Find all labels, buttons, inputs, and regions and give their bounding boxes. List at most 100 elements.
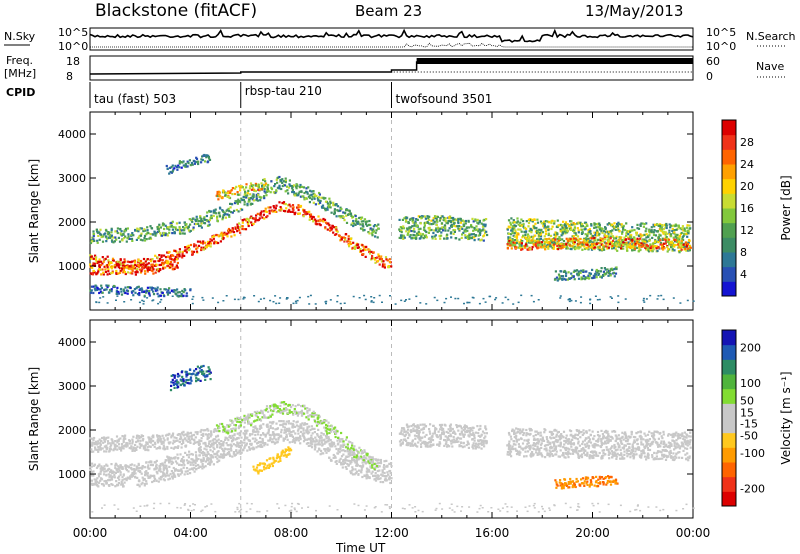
data-cell bbox=[193, 243, 196, 246]
data-cell bbox=[602, 244, 605, 247]
data-cell bbox=[651, 236, 654, 239]
data-cell bbox=[275, 178, 278, 181]
data-cell bbox=[140, 232, 143, 235]
data-cell bbox=[281, 201, 284, 205]
data-cell bbox=[315, 220, 318, 223]
data-cell bbox=[568, 298, 571, 300]
data-cell bbox=[590, 223, 593, 226]
data-cell bbox=[522, 234, 525, 237]
data-cell bbox=[282, 422, 285, 425]
data-cell bbox=[388, 258, 391, 261]
data-cell bbox=[377, 253, 380, 256]
data-cell bbox=[102, 473, 106, 476]
data-cell bbox=[573, 242, 576, 246]
data-cell bbox=[164, 256, 168, 259]
data-cell bbox=[239, 231, 242, 234]
data-cell bbox=[149, 258, 152, 261]
data-cell bbox=[416, 232, 419, 235]
data-cell bbox=[90, 465, 93, 468]
data-cell bbox=[314, 436, 317, 439]
data-cell bbox=[547, 225, 550, 228]
data-cell bbox=[354, 468, 357, 471]
data-cell bbox=[296, 411, 299, 414]
data-cell bbox=[345, 467, 348, 470]
data-cell bbox=[251, 202, 254, 205]
data-cell bbox=[217, 198, 220, 201]
data-cell bbox=[326, 228, 329, 231]
data-cell bbox=[138, 292, 141, 295]
data-cell bbox=[434, 237, 437, 240]
data-cell bbox=[237, 210, 240, 213]
data-cell bbox=[141, 266, 144, 269]
data-cell bbox=[116, 286, 119, 289]
data-cell bbox=[297, 206, 300, 209]
data-cell bbox=[179, 453, 182, 456]
data-cell bbox=[95, 478, 98, 481]
data-cell bbox=[527, 221, 531, 225]
data-cell bbox=[664, 223, 667, 226]
data-cell bbox=[421, 233, 424, 236]
data-cell bbox=[428, 226, 431, 229]
data-cell bbox=[259, 425, 262, 428]
data-cell bbox=[146, 270, 149, 273]
data-cell bbox=[484, 301, 487, 303]
data-cell bbox=[568, 300, 571, 303]
data-cell bbox=[564, 274, 568, 277]
data-cell bbox=[362, 249, 365, 252]
data-cell bbox=[676, 233, 679, 237]
data-cell bbox=[506, 243, 509, 246]
data-cell bbox=[167, 226, 170, 229]
data-cell bbox=[178, 162, 181, 165]
data-cell bbox=[349, 462, 352, 465]
data-cell bbox=[97, 475, 101, 478]
data-cell bbox=[329, 229, 332, 232]
data-cell bbox=[515, 246, 518, 249]
data-cell bbox=[642, 243, 645, 246]
data-cell bbox=[243, 193, 246, 196]
data-cell bbox=[119, 466, 122, 469]
data-cell bbox=[127, 233, 130, 236]
data-cell bbox=[577, 244, 580, 247]
data-cell bbox=[607, 243, 610, 246]
data-cell bbox=[378, 263, 381, 266]
data-cell bbox=[99, 467, 102, 470]
data-cell bbox=[286, 429, 289, 432]
data-cell bbox=[227, 231, 231, 234]
data-cell bbox=[539, 237, 543, 240]
data-cell bbox=[615, 267, 618, 271]
data-cell bbox=[91, 474, 94, 477]
data-cell bbox=[692, 300, 695, 302]
data-cell bbox=[161, 291, 164, 294]
data-cell bbox=[166, 251, 169, 254]
data-cell bbox=[236, 452, 239, 455]
data-cell bbox=[241, 208, 244, 211]
data-cell bbox=[236, 191, 239, 194]
data-cell bbox=[536, 238, 539, 241]
data-cell bbox=[670, 233, 673, 236]
data-cell bbox=[201, 464, 204, 467]
data-cell bbox=[566, 223, 569, 226]
data-cell bbox=[532, 242, 535, 246]
data-cell bbox=[264, 433, 267, 436]
data-cell bbox=[547, 233, 550, 237]
data-cell bbox=[329, 226, 332, 229]
data-cell bbox=[104, 270, 107, 273]
data-cell bbox=[613, 275, 616, 278]
data-cell bbox=[471, 233, 474, 236]
data-cell bbox=[343, 240, 346, 243]
data-cell bbox=[233, 234, 236, 237]
data-cell bbox=[475, 225, 478, 228]
data-cell bbox=[183, 254, 186, 257]
data-cell bbox=[383, 467, 386, 470]
data-cell bbox=[277, 409, 280, 413]
data-cell bbox=[168, 172, 171, 175]
data-cell bbox=[351, 451, 354, 454]
data-cell bbox=[347, 240, 350, 243]
data-cell bbox=[224, 193, 227, 197]
data-cell bbox=[216, 215, 219, 218]
data-cell bbox=[249, 443, 252, 446]
data-cell bbox=[631, 249, 634, 252]
data-cell bbox=[263, 444, 266, 447]
data-cell bbox=[349, 470, 352, 473]
data-cell bbox=[141, 290, 144, 294]
